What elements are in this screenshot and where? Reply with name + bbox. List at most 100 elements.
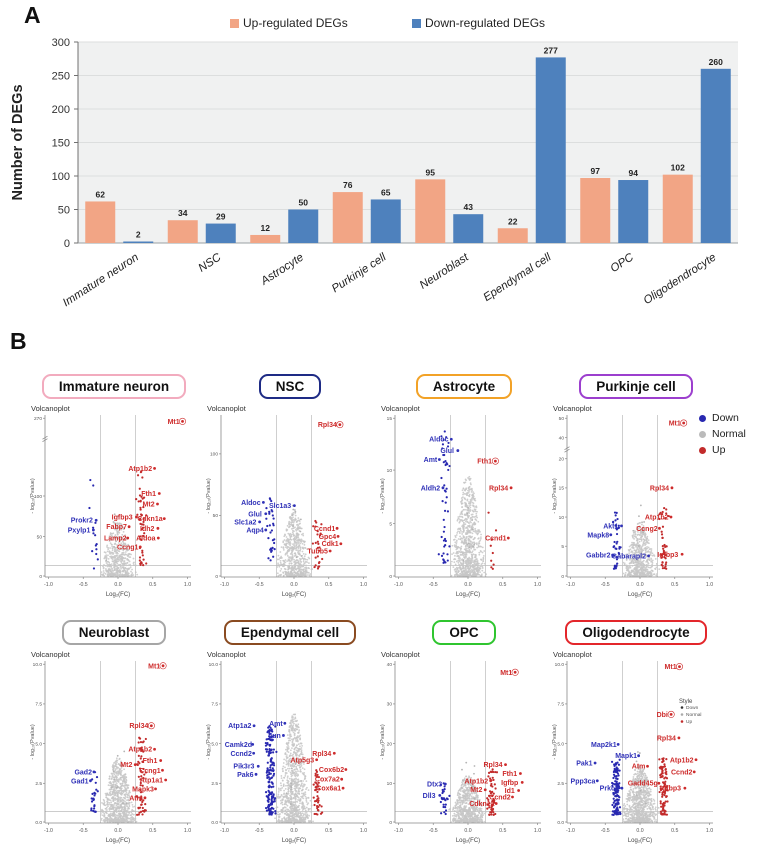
- normal-point: [300, 747, 303, 749]
- normal-point: [106, 820, 109, 823]
- normal-point: [308, 808, 310, 811]
- normal-point: [292, 521, 295, 524]
- normal-point: [287, 559, 290, 562]
- up-point: [139, 517, 142, 520]
- normal-point: [638, 566, 641, 568]
- normal-point: [472, 568, 475, 571]
- y-tick-label: 10: [559, 515, 565, 521]
- header-pill: OPC: [432, 620, 496, 645]
- normal-point: [286, 808, 288, 811]
- up-point: [661, 510, 664, 514]
- normal-point: [469, 508, 472, 511]
- normal-point: [300, 571, 302, 574]
- normal-point: [304, 560, 307, 563]
- normal-point: [283, 563, 286, 565]
- normal-point: [116, 552, 119, 555]
- normal-point: [108, 809, 111, 811]
- normal-point: [277, 554, 280, 557]
- normal-point: [623, 574, 626, 577]
- normal-point: [110, 556, 113, 559]
- cell-type-header-ependymal-cell: Ependymal cell: [204, 620, 376, 645]
- normal-point: [130, 801, 133, 804]
- down-point: [94, 781, 97, 784]
- normal-point: [298, 731, 300, 733]
- gene-label: Cdkn1a: [137, 516, 162, 523]
- normal-point: [638, 538, 641, 541]
- normal-point: [116, 532, 119, 534]
- normal-point: [302, 568, 305, 571]
- up-point: [139, 740, 143, 744]
- normal-point: [113, 574, 116, 577]
- up-point: [142, 558, 145, 561]
- normal-point: [462, 487, 465, 490]
- normal-point: [304, 793, 307, 796]
- normal-point: [107, 571, 110, 573]
- bar-value-label: 277: [544, 45, 558, 55]
- down-point: [93, 810, 96, 813]
- normal-point: [473, 498, 476, 500]
- normal-point: [116, 537, 119, 540]
- down-point: [615, 532, 619, 536]
- normal-point: [464, 520, 467, 523]
- normal-point: [636, 534, 639, 536]
- normal-point: [116, 821, 119, 823]
- normal-point: [116, 565, 119, 568]
- normal-point: [633, 574, 636, 577]
- normal-point: [297, 736, 300, 739]
- normal-point: [118, 554, 121, 557]
- up-point: [138, 767, 142, 770]
- normal-point: [650, 557, 653, 560]
- normal-point: [468, 540, 471, 542]
- normal-point: [282, 546, 285, 548]
- gene-point: [149, 724, 153, 728]
- bar-value-label: 95: [426, 167, 436, 177]
- normal-point: [282, 820, 284, 823]
- normal-point: [624, 571, 627, 574]
- down-point: [268, 524, 271, 527]
- normal-point: [627, 569, 630, 572]
- normal-point: [296, 740, 299, 743]
- normal-point: [475, 530, 478, 533]
- normal-point: [650, 573, 653, 576]
- bar-value-label: 22: [508, 216, 518, 226]
- normal-point: [623, 562, 626, 565]
- y-tick-label: 150: [52, 138, 70, 150]
- normal-point: [477, 537, 480, 540]
- normal-point: [102, 574, 105, 576]
- up-point: [140, 749, 143, 753]
- normal-point: [287, 570, 290, 573]
- normal-point: [469, 520, 472, 523]
- normal-point: [131, 809, 133, 812]
- up-point: [141, 476, 144, 479]
- axis-break: [564, 448, 570, 453]
- normal-point: [294, 754, 297, 756]
- normal-point: [460, 540, 463, 542]
- x-tick-label: 0.0: [290, 582, 297, 588]
- x-category-label: NSC: [196, 251, 223, 275]
- volcano-plot-purkinje-cell: Volcanoplot- log₁₀(Pvalue)504020151050-1…: [552, 404, 713, 598]
- down-point: [443, 537, 447, 541]
- normal-point: [643, 547, 646, 550]
- normal-point: [458, 560, 461, 563]
- normal-point: [466, 532, 469, 535]
- normal-point: [112, 563, 115, 565]
- normal-point: [308, 814, 310, 817]
- normal-point: [629, 566, 632, 569]
- normal-point: [647, 573, 650, 576]
- normal-point: [114, 794, 117, 797]
- normal-point: [480, 536, 482, 539]
- normal-point: [641, 555, 644, 558]
- normal-point: [113, 762, 115, 764]
- normal-point: [284, 774, 287, 777]
- bar-up: [332, 192, 363, 243]
- normal-point: [127, 798, 130, 801]
- normal-point: [289, 754, 292, 757]
- normal-point: [635, 554, 637, 556]
- downregulated-label: Down-regulated DEGs: [425, 16, 546, 30]
- normal-point: [108, 535, 111, 538]
- normal-point: [476, 510, 478, 513]
- down-point: [269, 547, 273, 550]
- normal-point: [123, 813, 126, 815]
- normal-point: [300, 573, 302, 576]
- gene-point: [611, 553, 614, 557]
